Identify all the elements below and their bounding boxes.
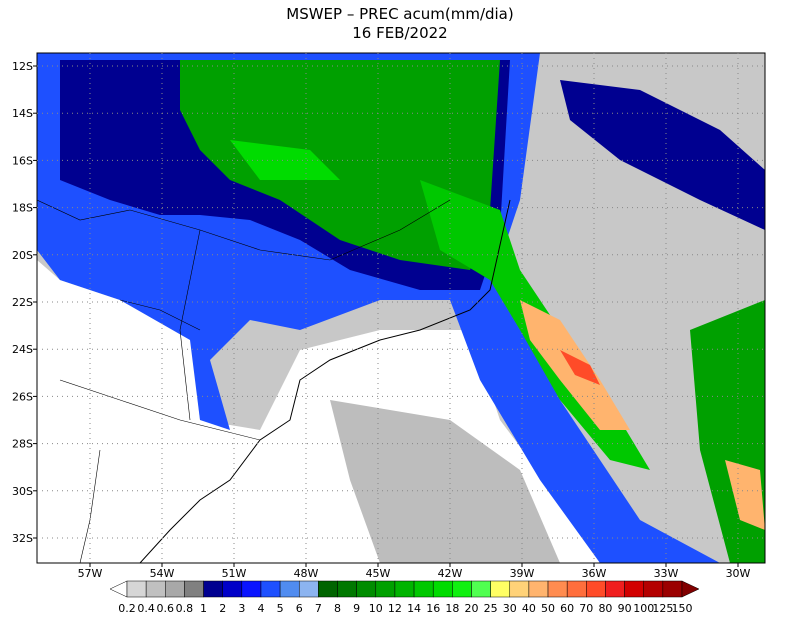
colorbar-label: 0.2 <box>118 602 136 615</box>
lon-label: 45W <box>366 567 391 580</box>
colorbar-label: 50 <box>541 602 555 615</box>
colorbar-label: 6 <box>296 602 303 615</box>
overlay: 12S 14S 16S 18S 20S 22S 24S 26S 28S 30S 32S 57W 54W 5… <box>12 53 765 615</box>
colorbar-under <box>109 580 128 598</box>
lon-label: 33W <box>654 567 679 580</box>
colorbar-label: 0.6 <box>157 602 175 615</box>
lat-label: 18S <box>12 202 33 215</box>
colorbar-label: 30 <box>503 602 517 615</box>
colorbar-label: 125 <box>652 602 673 615</box>
colorbar-box <box>298 580 319 598</box>
lon-label: 57W <box>78 567 103 580</box>
colorbar-box <box>394 580 415 598</box>
colorbar-label: 10 <box>369 602 383 615</box>
colorbar-box <box>528 580 549 598</box>
colorbar-box <box>662 580 683 598</box>
colorbar-box <box>432 580 453 598</box>
colorbar-box <box>356 580 377 598</box>
colorbar-label: 90 <box>618 602 632 615</box>
colorbar-box <box>547 580 568 598</box>
colorbar-label: 70 <box>579 602 593 615</box>
colorbar-box <box>165 580 185 598</box>
lat-label: 24S <box>12 343 33 356</box>
colorbar-label: 150 <box>672 602 693 615</box>
colorbar-label: 0.8 <box>176 602 194 615</box>
colorbar-label: 2 <box>219 602 226 615</box>
colorbar-box <box>509 580 530 598</box>
colorbar-label: 1 <box>200 602 207 615</box>
lat-label: 28S <box>12 438 33 451</box>
colorbar-label: 20 <box>464 602 478 615</box>
colorbar-label: 60 <box>560 602 574 615</box>
colorbar-box <box>586 580 606 598</box>
colorbar-label: 14 <box>407 602 421 615</box>
colorbar-box <box>203 580 223 598</box>
colorbar-box <box>126 580 147 598</box>
lat-label: 22S <box>12 296 33 309</box>
colorbar-label: 5 <box>277 602 284 615</box>
colorbar-label: 16 <box>426 602 440 615</box>
colorbar-label: 100 <box>633 602 654 615</box>
lon-label: 48W <box>294 567 319 580</box>
colorbar-box <box>605 580 625 598</box>
map-field <box>37 53 765 563</box>
lon-label: 36W <box>582 567 607 580</box>
lat-label: 12S <box>12 60 33 73</box>
colorbar-label: 12 <box>388 602 402 615</box>
lat-label: 32S <box>12 532 33 545</box>
colorbar-box <box>222 580 243 598</box>
colorbar-label: 7 <box>315 602 322 615</box>
lat-label: 20S <box>12 249 33 262</box>
colorbar-label: 25 <box>484 602 498 615</box>
colorbar-box <box>490 580 511 598</box>
colorbar-label: 3 <box>238 602 245 615</box>
colorbar-box <box>260 580 281 598</box>
lon-label: 54W <box>150 567 175 580</box>
colorbar-box <box>184 580 204 598</box>
colorbar-label: 18 <box>445 602 459 615</box>
colorbar-label: 80 <box>598 602 612 615</box>
colorbar-label: 8 <box>334 602 341 615</box>
colorbar-box <box>337 580 357 598</box>
colorbar-over <box>681 580 700 598</box>
colorbar-box <box>452 580 472 598</box>
colorbar-box <box>318 580 338 598</box>
colorbar-box <box>241 580 262 598</box>
lat-label: 16S <box>12 154 33 167</box>
colorbar-box <box>643 580 664 598</box>
lat-label: 14S <box>12 107 33 120</box>
colorbar-label: 0.4 <box>137 602 155 615</box>
lat-label: 30S <box>12 485 33 498</box>
colorbar-label: 40 <box>522 602 536 615</box>
colorbar-box <box>566 580 587 598</box>
subtitle: 16 FEB/2022 <box>352 24 447 42</box>
colorbar-box <box>145 580 166 598</box>
colorbar-box <box>471 580 491 598</box>
lon-label: 42W <box>438 567 463 580</box>
colorbar-box <box>279 580 300 598</box>
colorbar-label: 9 <box>353 602 360 615</box>
lon-label: 51W <box>222 567 247 580</box>
map-frame <box>36 52 766 564</box>
colorbar-box <box>375 580 396 598</box>
lon-label: 39W <box>510 567 535 580</box>
lon-label: 30W <box>726 567 751 580</box>
colorbar-label: 4 <box>257 602 264 615</box>
colorbar-box <box>624 580 644 598</box>
lat-label: 26S <box>12 390 33 403</box>
colorbar-box <box>413 580 434 598</box>
title: MSWEP – PREC acum(mm/dia) <box>286 5 513 23</box>
